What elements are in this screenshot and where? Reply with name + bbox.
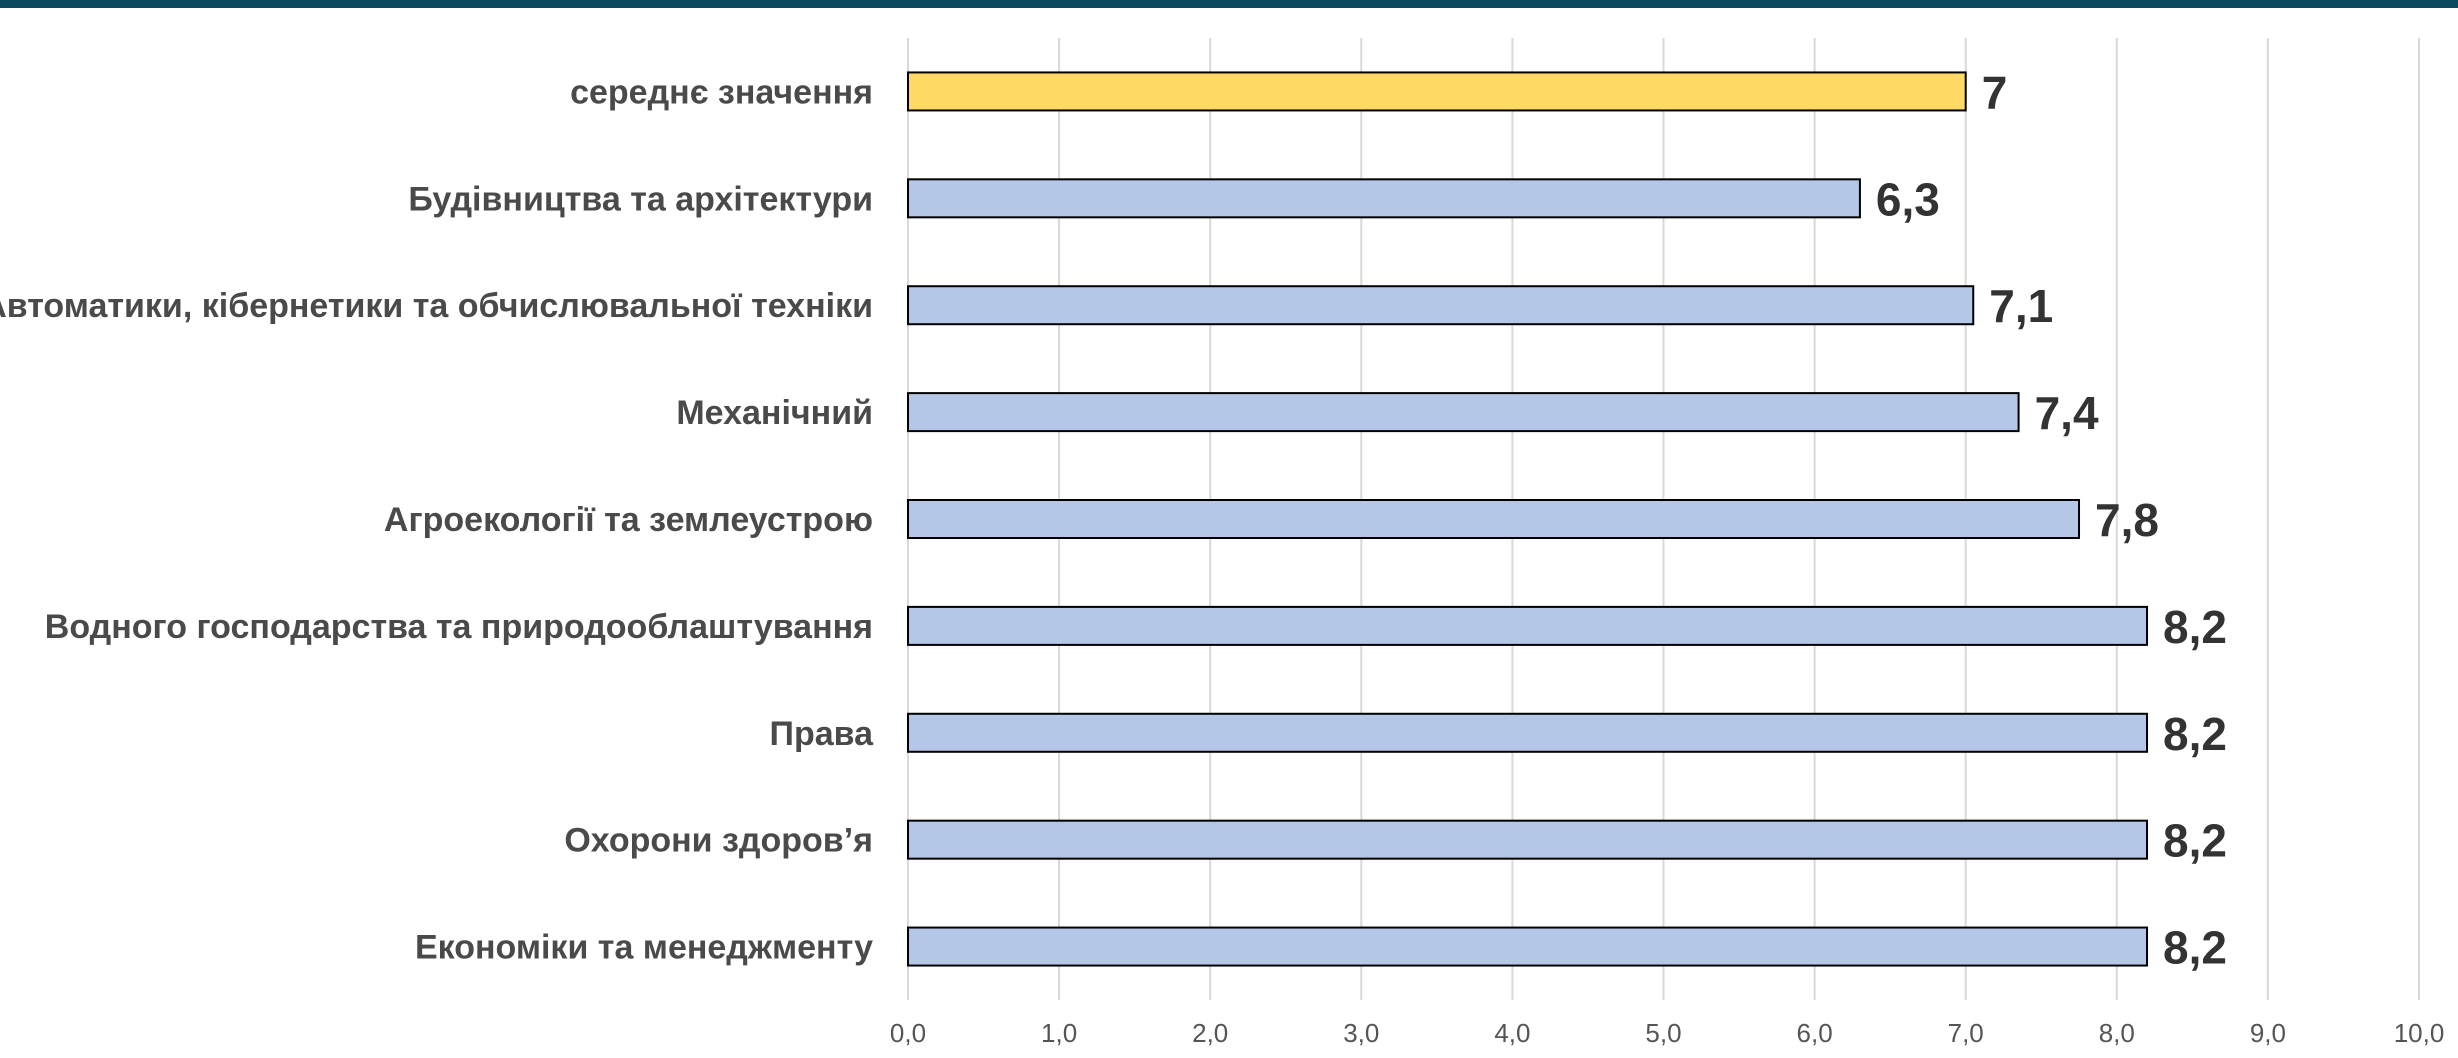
x-tick-label: 7,0 (1948, 1018, 1984, 1048)
x-tick-label: 2,0 (1192, 1018, 1228, 1048)
x-tick-label: 9,0 (2250, 1018, 2286, 1048)
top-accent-bar (0, 0, 2458, 8)
bar (907, 499, 2081, 539)
x-tick-label: 1,0 (1041, 1018, 1077, 1048)
bar (907, 926, 2149, 967)
category-label: Охорони здоров’я (564, 822, 873, 860)
bar-average (907, 71, 1967, 112)
data-label: 7,4 (2035, 387, 2099, 439)
category-label: середнє значення (570, 73, 873, 111)
data-label: 7,8 (2095, 494, 2159, 546)
bar (907, 392, 2020, 433)
bar (907, 178, 1861, 219)
data-label: 7 (1982, 66, 2008, 118)
data-labels: 7 6,3 7,1 7,4 7,8 8,2 8,2 8,2 8,2 (1876, 66, 2227, 973)
category-label: Механічний (676, 394, 873, 432)
x-tick-label: 0,0 (890, 1018, 926, 1048)
data-label: 8,2 (2163, 601, 2227, 653)
data-label: 8,2 (2163, 708, 2227, 760)
data-label: 8,2 (2163, 922, 2227, 974)
x-tick-label: 6,0 (1797, 1018, 1833, 1048)
data-label: 7,1 (1989, 280, 2053, 332)
x-tick-label: 4,0 (1494, 1018, 1530, 1048)
category-label: Водного господарства та природооблаштува… (45, 608, 873, 646)
x-tick-label: 5,0 (1645, 1018, 1681, 1048)
category-label: Агроекології та землеустрою (384, 501, 873, 539)
x-tick-label: 10,0 (2394, 1018, 2445, 1048)
category-label: Автоматики, кібернетики та обчислювально… (0, 287, 873, 325)
data-label: 8,2 (2163, 815, 2227, 867)
category-label: Права (770, 715, 875, 753)
x-tick-label: 3,0 (1343, 1018, 1379, 1048)
bar (907, 712, 2149, 753)
bar (907, 285, 1975, 326)
x-axis-tick-labels: 0,0 1,0 2,0 3,0 4,0 5,0 6,0 7,0 8,0 9,0 10,0 (890, 1018, 2444, 1048)
data-label: 6,3 (1876, 173, 1940, 225)
category-label: Економіки та менеджменту (415, 929, 873, 967)
bar (907, 605, 2149, 646)
bars (907, 71, 2149, 967)
x-tick-label: 8,0 (2099, 1018, 2135, 1048)
category-labels: середнє значення Будівництва та архітекту… (0, 73, 874, 966)
bar (907, 819, 2149, 860)
category-label: Будівництва та архітектури (408, 180, 873, 218)
